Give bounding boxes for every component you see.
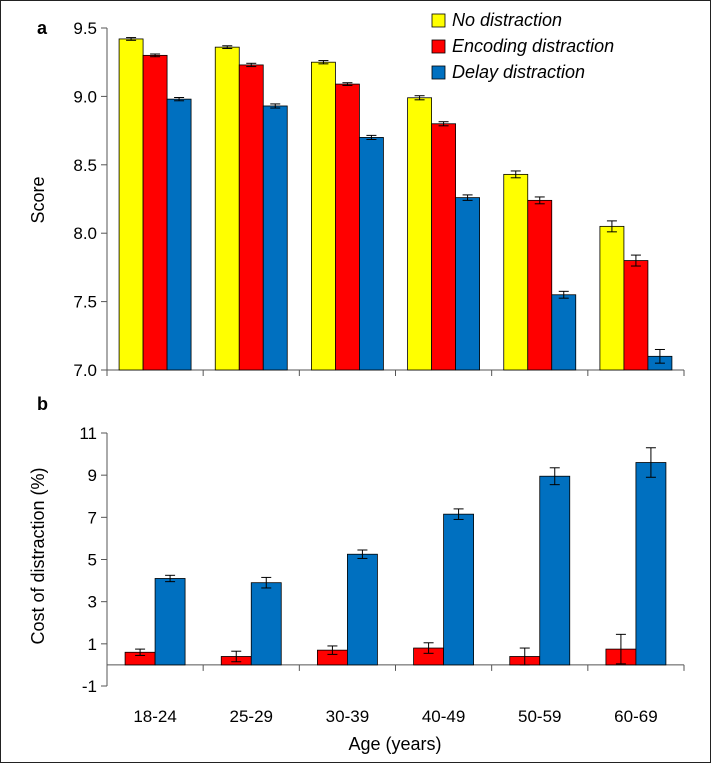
- panel-b-ytick-label: 5: [88, 551, 97, 570]
- panel-a-bar: [335, 83, 360, 371]
- panel-b-ytick-label: 9: [88, 466, 97, 485]
- panel-a-bar: [118, 38, 144, 371]
- panel-a-ytick-label: 9.0: [73, 87, 97, 106]
- panel-a-bar: [503, 173, 529, 371]
- panel-b-bar: [250, 582, 282, 666]
- panel-a: a Score 7.0 7.5 8.0 8.5 9.0 9.5 No distractio…: [28, 10, 685, 380]
- panel-b: b Cost of distraction (%) -1 1 3 5 7 9 11 18-2…: [28, 394, 685, 754]
- panel-b-label: b: [37, 394, 48, 414]
- legend-swatch-no-distraction: [431, 13, 446, 28]
- xtick-label: 30-39: [326, 707, 369, 726]
- panel-a-bar: [431, 123, 456, 371]
- panel-a-bar: [599, 225, 625, 371]
- panel-a-bar: [166, 98, 192, 371]
- legend-swatch-delay-distraction: [431, 65, 446, 80]
- panel-a-label: a: [37, 18, 48, 38]
- legend-label-no-distraction: No distraction: [452, 10, 562, 30]
- panel-a-ytick-label: 8.5: [73, 156, 97, 175]
- panel-a-bar: [142, 54, 168, 371]
- panel-a-bar: [623, 260, 649, 371]
- panel-a-bars: [118, 37, 673, 371]
- panel-b-bar: [154, 578, 186, 666]
- panel-a-ytick-label: 7.0: [73, 361, 97, 380]
- panel-b-yaxis: -1 1 3 5 7 9 11: [79, 424, 685, 696]
- panel-a-bar: [311, 61, 336, 371]
- xtick-label: 50-59: [518, 707, 561, 726]
- panel-a-bar: [527, 199, 553, 371]
- panel-a-bar: [238, 64, 264, 371]
- xaxis-title: Age (years): [348, 734, 441, 754]
- panel-b-ytick-label: -1: [82, 677, 97, 696]
- legend-label-encoding-distraction: Encoding distraction: [452, 36, 614, 56]
- panel-b-bar: [635, 462, 667, 666]
- legend: No distraction Encoding distraction Dela…: [431, 10, 614, 82]
- panel-a-bar: [551, 294, 577, 371]
- panel-b-bar: [347, 553, 378, 666]
- legend-swatch-encoding-distraction: [431, 39, 446, 54]
- panel-a-ytick-label: 9.5: [73, 19, 97, 38]
- xtick-label: 25-29: [230, 707, 273, 726]
- panel-b-ytick-label: 11: [79, 424, 97, 443]
- legend-label-delay-distraction: Delay distraction: [452, 62, 585, 82]
- panel-b-ytick-label: 3: [88, 593, 97, 612]
- panel-b-ytick-label: 1: [88, 635, 97, 654]
- panel-a-ylabel: Score: [28, 176, 48, 223]
- xtick-label: 60-69: [614, 707, 657, 726]
- panel-a-bar: [455, 197, 480, 371]
- panel-a-ytick-label: 7.5: [73, 293, 97, 312]
- panel-a-yaxis: 7.0 7.5 8.0 8.5 9.0 9.5: [73, 19, 685, 380]
- panel-b-ylabel: Cost of distraction (%): [28, 467, 48, 644]
- xtick-label: 40-49: [422, 707, 465, 726]
- panel-a-bar: [262, 105, 288, 371]
- panel-b-bar: [443, 513, 474, 666]
- panel-a-ytick-label: 8.0: [73, 224, 97, 243]
- panel-b-xaxis: 18-24 25-29 30-39 40-49 50-59 60-69: [133, 707, 657, 726]
- panel-a-bar: [407, 97, 432, 371]
- panel-b-ytick-label: 7: [88, 508, 97, 527]
- panel-a-bar: [214, 46, 240, 371]
- panel-b-bar: [539, 475, 571, 666]
- panel-a-bar: [359, 137, 384, 371]
- xtick-label: 18-24: [133, 707, 176, 726]
- panel-b-bars: [124, 447, 667, 666]
